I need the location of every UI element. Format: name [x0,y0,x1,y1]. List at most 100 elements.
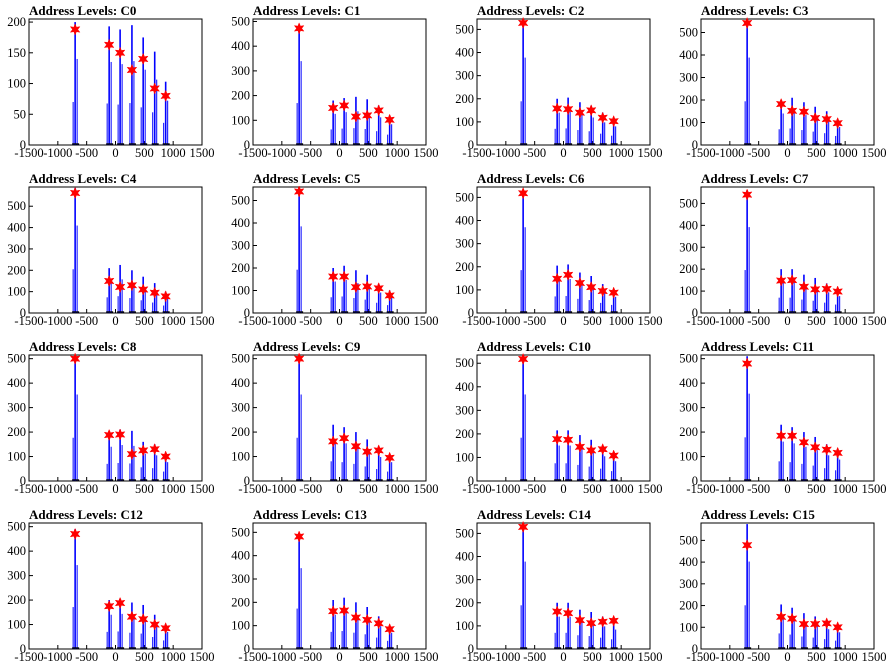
y-tick-label: 400 [231,216,250,230]
y-tick-label: 300 [231,572,250,586]
peak-marker [597,443,609,456]
y-tick-label: 150 [7,46,26,60]
peak-marker [384,289,396,302]
x-tick-label: -500 [75,314,98,328]
peak-marker [775,274,787,287]
x-tick-label: 1000 [385,146,410,160]
peak-marker [832,116,844,130]
x-tick-label: -1500 [14,146,43,160]
x-tick-label: 1500 [638,650,663,664]
y-tick-label: 100 [455,115,474,129]
y-tick-label: 400 [231,376,250,390]
y-tick-label: 100 [679,620,698,634]
y-tick-label: 300 [455,237,474,251]
peak-marker [361,109,373,122]
y-tick-label: 0 [20,306,26,320]
x-tick-label: 0 [784,482,790,496]
plot-frame [252,18,427,146]
peak-marker [149,286,161,299]
y-tick-label: 300 [455,403,474,417]
x-tick-label: 0 [336,314,342,328]
peak-marker [585,104,597,117]
peak-marker [69,186,81,200]
peak-marker [821,443,833,456]
peak-marker [160,89,172,103]
y-tick-label: 0 [20,642,26,656]
peak-marker [608,115,620,128]
x-tick-label: 0 [112,314,118,328]
plot-frame [476,186,651,314]
chart-plot: 0 50 100 150 200 -1500 -1000 -500 0 500 1000 1500 [7,15,214,160]
y-tick-label: 100 [231,113,250,127]
chart-title: Address Levels: C1 [253,3,361,18]
peak-marker [103,600,115,613]
x-tick-label: -1000 [43,482,72,496]
peak-marker [597,615,609,628]
peak-marker [149,82,161,95]
chart-panel: Address Levels: C4 0 100 200 300 400 500 -1500-… [0,168,224,336]
x-tick-label: -1000 [715,482,744,496]
peak-marker [809,441,821,454]
plot-frame [28,186,203,314]
x-tick-label: 1500 [414,650,439,664]
chart-title: Address Levels: C15 [701,507,815,522]
x-tick-label: 1000 [833,650,858,664]
y-tick-label: 500 [231,194,250,208]
y-tick-label: 0 [692,474,698,488]
y-tick-label: 400 [679,48,698,62]
chart-title: Address Levels: C7 [701,171,809,186]
y-tick-label: 300 [7,242,26,256]
chart-plot: 0 100 200 300 400 500 -1500 -1000 -500 0 500 1000 15… [231,522,439,664]
x-tick-label: 500 [807,146,826,160]
peak-marker [798,436,810,449]
peak-marker [786,429,798,442]
peak-marker [551,272,563,285]
y-tick-label: 300 [679,240,698,254]
x-tick-label: 0 [560,146,566,160]
peak-marker [832,446,844,460]
peak-marker [551,432,563,446]
y-tick-label: 500 [7,199,26,213]
peak-marker [384,451,396,464]
peak-marker [137,283,149,296]
x-tick-label: 1000 [385,650,410,664]
y-tick-label: 300 [455,573,474,587]
y-tick-label: 200 [231,261,250,275]
x-tick-label: 500 [359,146,378,160]
peak-marker [597,111,609,124]
peak-marker [293,352,305,365]
peak-marker [809,617,821,631]
x-tick-label: 500 [359,650,378,664]
x-tick-label: -500 [747,650,770,664]
x-tick-label: -1000 [267,314,296,328]
x-tick-label: -1000 [491,482,520,496]
peak-marker [350,440,362,453]
y-tick-label: 200 [231,595,250,609]
x-tick-label: 1000 [609,650,634,664]
peak-marker [373,617,385,630]
x-tick-label: -1000 [267,482,296,496]
chart-panel: Address Levels: C10 0 100 200 300 400 500 -1500… [448,336,672,504]
chart-plot: 0 100 200 300 400 500 -1500 -1000 -500 0 500 1000 15… [679,16,887,160]
y-tick-label: 300 [7,569,26,583]
peak-marker [562,268,574,282]
x-tick-label: 1500 [862,314,887,328]
y-tick-label: 0 [20,474,26,488]
peak-marker [137,52,149,66]
x-tick-label: 500 [583,482,602,496]
y-tick-label: 0 [468,306,474,320]
x-tick-label: -500 [523,650,546,664]
x-tick-label: 1000 [161,314,186,328]
chart-panel: Address Levels: C0 0 50 100 150 200 -1500 -1000… [0,0,224,168]
y-tick-label: 300 [679,71,698,85]
x-tick-label: 500 [135,146,154,160]
x-tick-label: -500 [299,146,322,160]
peak-marker [741,188,753,201]
x-tick-label: 500 [583,650,602,664]
x-tick-label: -1500 [238,146,267,160]
y-tick-label: 0 [20,138,26,152]
x-tick-label: -1000 [491,650,520,664]
peak-marker [741,357,753,370]
peak-marker [103,274,115,288]
chart-title: Address Levels: C5 [253,171,361,186]
